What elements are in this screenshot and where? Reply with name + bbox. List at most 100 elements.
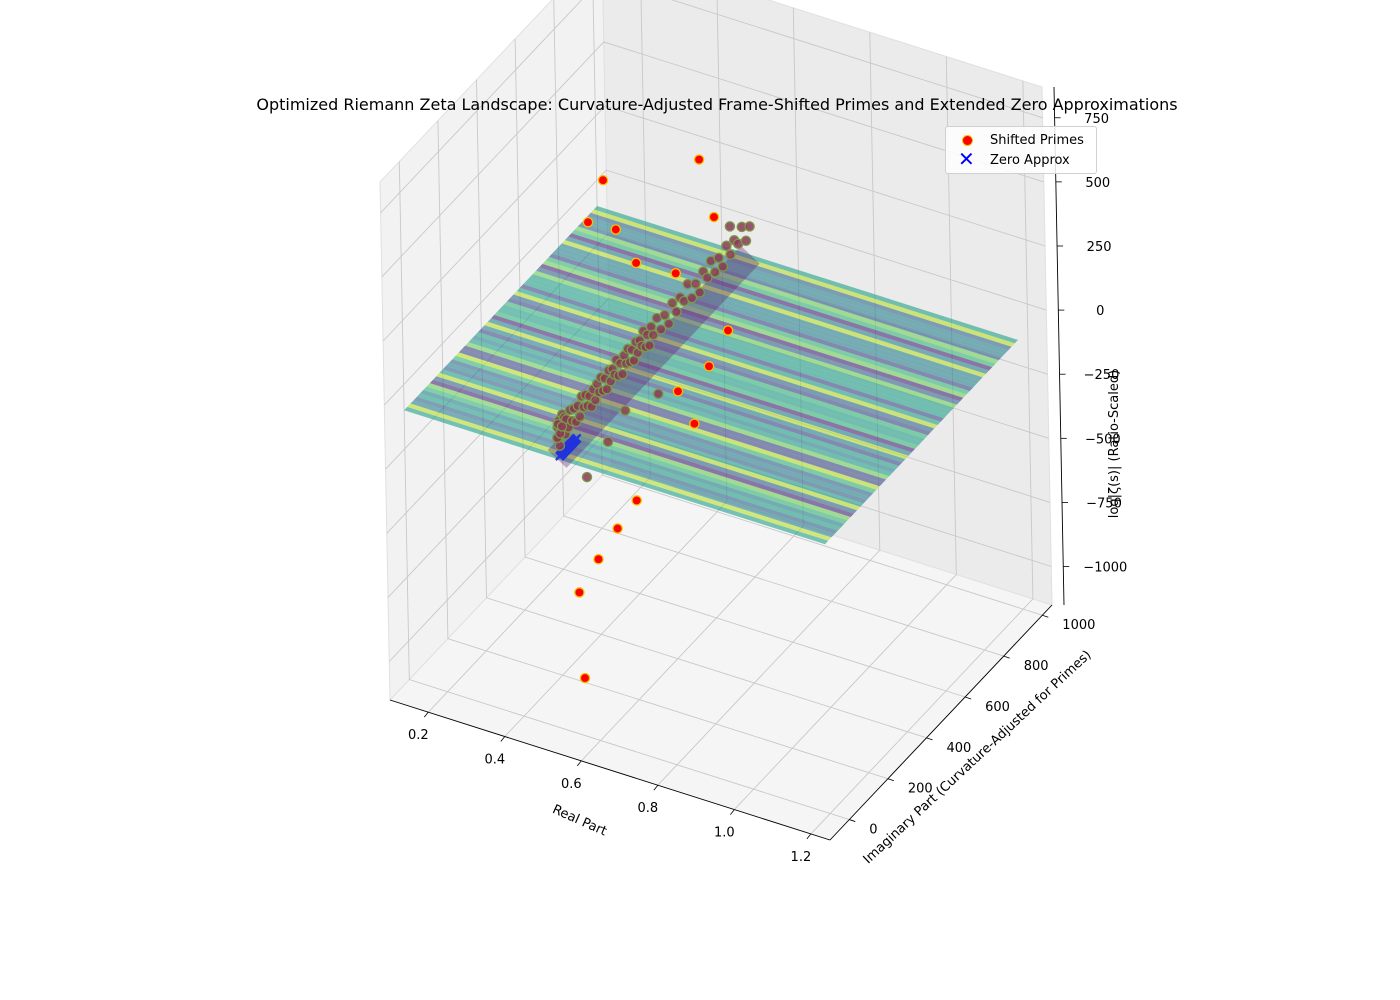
y-tick-mark xyxy=(849,819,856,822)
surface-band xyxy=(494,311,919,449)
shifted-prime-point xyxy=(667,297,678,309)
surface-band xyxy=(474,332,899,470)
shifted-prime-point xyxy=(724,221,736,232)
legend-item-zero-approx: ✕ Zero Approx xyxy=(956,148,1070,170)
axes-ticks: 0.2 0.4 0.6 0.8 1.0 1.2 0 200 400 600 800 1000 750 50… xyxy=(408,112,1127,865)
x-tick-mark xyxy=(423,711,429,718)
shifted-prime-point xyxy=(663,318,675,330)
surface-band xyxy=(503,301,928,439)
shifted-prime-point xyxy=(671,306,682,318)
surface-band xyxy=(445,362,870,500)
shifted-prime-point xyxy=(659,309,670,321)
surface-band xyxy=(407,403,832,541)
surface-band xyxy=(452,355,877,494)
chart-title: Optimized Riemann Zeta Landscape: Curvat… xyxy=(256,95,1178,114)
surface-band xyxy=(558,243,983,381)
shifted-prime-point xyxy=(702,272,713,284)
y-axis-line xyxy=(829,604,1053,841)
shifted-prime-point xyxy=(556,421,568,432)
shifted-prime-point xyxy=(721,240,732,252)
shifted-prime-point xyxy=(717,261,729,272)
surface-band xyxy=(465,342,890,480)
z-tick-label: −500 xyxy=(1085,432,1121,447)
surface-band xyxy=(442,366,867,504)
zero-approx-marker xyxy=(571,433,582,444)
surface-band xyxy=(513,291,938,429)
z-tick-label: 500 xyxy=(1085,176,1110,191)
z-axis-label: log|ζ(s)| (Ratio-Scaled) xyxy=(1107,370,1122,518)
shifted-prime-point xyxy=(617,368,628,380)
surface-band xyxy=(426,383,851,521)
surface-band xyxy=(420,389,845,528)
x-tick-label: 0.4 xyxy=(484,753,505,768)
grid-line-x xyxy=(733,56,957,810)
grid-line-x xyxy=(657,32,881,786)
shifted-prime-point xyxy=(686,292,698,304)
scatter-points xyxy=(552,154,755,684)
surface-band xyxy=(577,223,1002,361)
shifted-prime-point xyxy=(582,216,594,228)
shifted-prime-point xyxy=(703,361,715,372)
shifted-prime-point xyxy=(693,154,705,165)
x-tick-label: 1.0 xyxy=(714,826,735,841)
surface-band xyxy=(487,318,912,456)
surface-band xyxy=(545,257,970,395)
y-tick-label: 400 xyxy=(947,741,972,756)
shifted-prime-point xyxy=(709,266,721,278)
shifted-prime-point xyxy=(670,268,681,279)
surface-band xyxy=(574,226,999,364)
shifted-prime-point xyxy=(653,388,664,400)
surface-band xyxy=(500,304,925,442)
grid-line-y xyxy=(476,79,927,739)
surface-band xyxy=(526,277,951,415)
surface-band xyxy=(497,308,922,446)
grid-line-y xyxy=(514,38,966,698)
shifted-prime-point xyxy=(713,252,724,264)
x-tick-mark xyxy=(500,736,506,742)
x-tick-label: 0.6 xyxy=(561,777,582,792)
surface-band xyxy=(468,338,893,477)
shifted-prime-point xyxy=(694,287,705,298)
shifted-prime-point xyxy=(574,411,586,422)
shifted-prime-point xyxy=(581,471,593,483)
shifted-prime-point xyxy=(619,405,631,416)
grid-line-z xyxy=(383,169,1047,406)
legend-label: Zero Approx xyxy=(990,152,1070,168)
y-tick-label: 1000 xyxy=(1062,618,1095,633)
surface-band xyxy=(536,267,961,405)
surface-band xyxy=(529,274,954,412)
shifted-prime-point xyxy=(602,436,614,448)
y-tick-label: 200 xyxy=(908,782,933,797)
surface-band xyxy=(484,321,909,460)
surface-band xyxy=(561,240,986,378)
surface-band xyxy=(584,216,1009,354)
surface-band xyxy=(593,206,1018,344)
surface-band xyxy=(552,250,977,388)
surface-band xyxy=(478,328,903,466)
z-tick-label: 250 xyxy=(1087,240,1112,255)
x-tick-mark xyxy=(730,809,735,815)
z-tick-label: −750 xyxy=(1086,496,1122,511)
surface-band xyxy=(539,263,964,402)
grid-line-y xyxy=(437,120,889,780)
grid-line-y xyxy=(592,0,1043,616)
surface-band xyxy=(404,406,829,545)
surface-band xyxy=(510,294,935,432)
surface-band xyxy=(433,376,858,514)
y-tick-label: 0 xyxy=(869,823,877,838)
shifted-prime-point xyxy=(631,495,642,506)
zeta-surface xyxy=(404,206,1018,545)
surface-band xyxy=(455,352,880,490)
y-tick-label: 800 xyxy=(1024,659,1049,674)
x-tick-mark xyxy=(806,833,812,840)
shifted-prime-point xyxy=(630,257,642,269)
shifted-prime-point xyxy=(579,672,591,684)
shifted-prime-point xyxy=(655,324,667,335)
z-tick-label: 0 xyxy=(1096,304,1104,319)
grid-line-x xyxy=(810,80,1034,835)
surface-band xyxy=(423,386,848,524)
surface-band xyxy=(542,260,967,398)
y-tick-mark xyxy=(965,696,972,700)
shifted-prime-point xyxy=(689,418,700,429)
surface-band xyxy=(532,270,957,408)
